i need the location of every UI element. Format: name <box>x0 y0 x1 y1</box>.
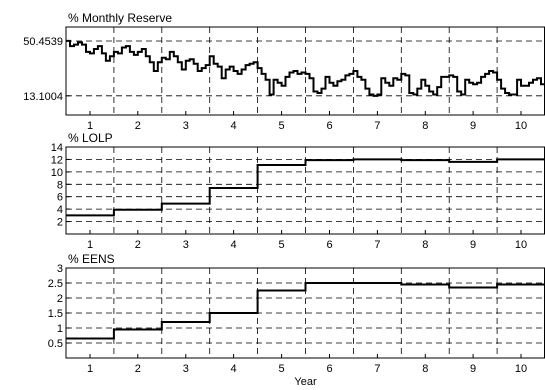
y-tick-label: 6 <box>57 192 63 204</box>
x-tick-label: 3 <box>183 120 189 132</box>
x-tick-label: 7 <box>374 120 380 132</box>
x-tick-label: 6 <box>326 363 332 375</box>
chart-panel-1: % Monthly Reserve 13.1004 50.4539 1 2 3 4 5 6 7 8 9… <box>23 11 545 132</box>
y-tick-label: 50.4539 <box>23 36 63 48</box>
x-tick-label: 9 <box>470 363 476 375</box>
chart-panel-3: % EENS 0.5 1 1.5 2 2.5 3 1 2 3 4 5 6 7 8 9 10 Year <box>48 252 545 388</box>
x-axis-label: Year <box>294 376 317 388</box>
y-tick-label: 8 <box>57 179 63 191</box>
x-tick-label: 10 <box>515 239 527 251</box>
chart-title: % LOLP <box>68 131 113 145</box>
y-tick-label: 1.5 <box>48 308 63 320</box>
y-tick-label: 13.1004 <box>23 91 63 103</box>
x-tick-label: 9 <box>470 239 476 251</box>
series-line-1 <box>66 39 545 97</box>
x-tick-label: 4 <box>231 239 237 251</box>
y-tick-label: 0.5 <box>48 338 63 350</box>
x-tick-label: 8 <box>422 363 428 375</box>
x-tick-label: 5 <box>279 120 285 132</box>
x-tick-label: 3 <box>183 239 189 251</box>
x-tick-label: 1 <box>87 120 93 132</box>
x-tick-label: 4 <box>231 120 237 132</box>
x-tick-label: 5 <box>279 239 285 251</box>
x-tick-label: 7 <box>374 239 380 251</box>
y-tick-label: 1 <box>57 323 63 335</box>
x-tick-label: 2 <box>135 120 141 132</box>
x-tick-label: 9 <box>470 120 476 132</box>
x-tick-label: 8 <box>422 120 428 132</box>
y-tick-label: 3 <box>57 263 63 275</box>
series-line-1 <box>66 282 545 340</box>
x-tick-label: 2 <box>135 363 141 375</box>
x-tick-label: 3 <box>183 363 189 375</box>
series-line-1 <box>66 158 545 217</box>
x-tick-label: 10 <box>515 363 527 375</box>
x-tick-label: 1 <box>87 363 93 375</box>
y-tick-label: 4 <box>57 204 63 216</box>
y-tick-label: 2 <box>57 293 63 305</box>
x-tick-label: 1 <box>87 239 93 251</box>
chart-title: % Monthly Reserve <box>68 11 172 25</box>
x-tick-label: 10 <box>515 120 527 132</box>
x-tick-label: 4 <box>231 363 237 375</box>
chart-title: % EENS <box>68 252 115 266</box>
x-tick-label: 6 <box>326 120 332 132</box>
x-tick-label: 6 <box>326 239 332 251</box>
y-tick-label: 2.5 <box>48 278 63 290</box>
y-tick-label: 14 <box>51 142 63 154</box>
y-tick-label: 12 <box>51 154 63 166</box>
x-tick-label: 8 <box>422 239 428 251</box>
x-tick-label: 5 <box>279 363 285 375</box>
x-tick-label: 2 <box>135 239 141 251</box>
y-tick-label: 10 <box>51 167 63 179</box>
y-tick-label: 2 <box>57 217 63 229</box>
x-tick-label: 7 <box>374 363 380 375</box>
